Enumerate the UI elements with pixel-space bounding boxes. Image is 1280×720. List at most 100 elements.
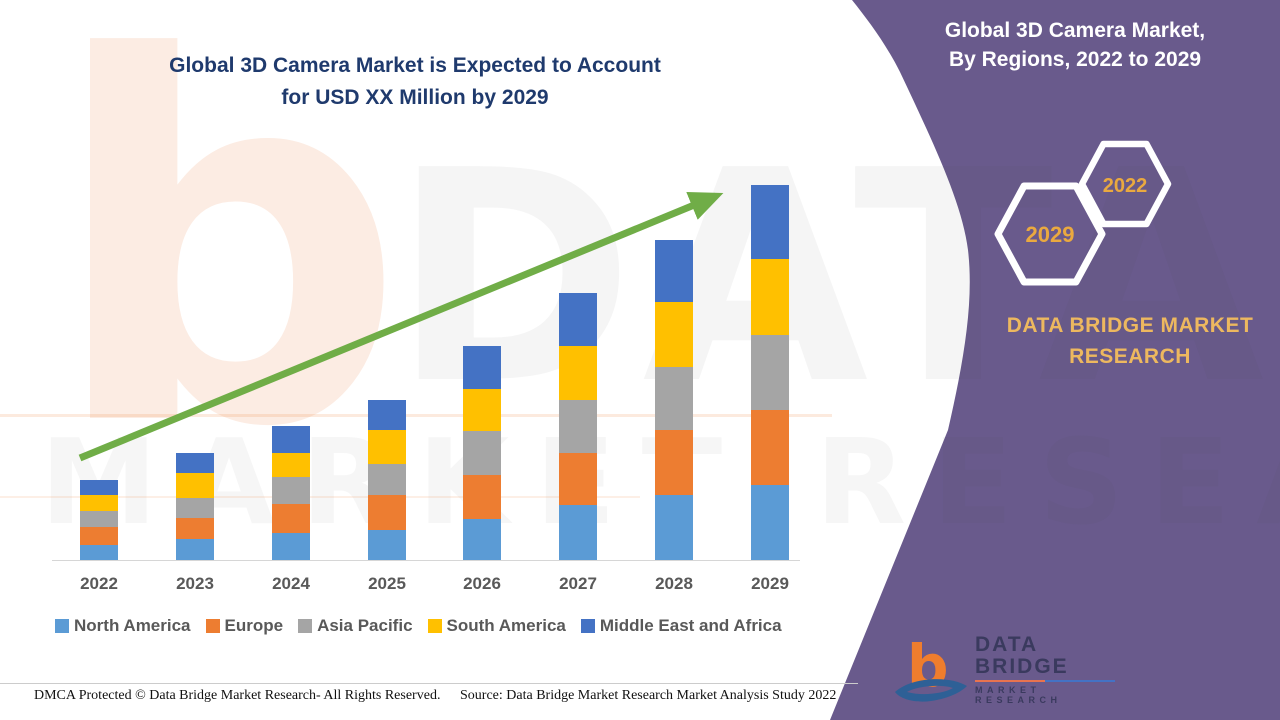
segment-south-america-2027 [559, 346, 597, 400]
page-title-line2: for USD XX Million by 2029 [281, 86, 549, 109]
segment-middle-east-and-africa-2022 [80, 480, 118, 495]
hexagon-2022 [1078, 140, 1172, 228]
segment-south-america-2029 [751, 259, 789, 335]
segment-south-america-2024 [272, 453, 310, 477]
segment-north-america-2025 [368, 530, 406, 560]
x-axis-labels: 2022 2023 2024 2025 2026 2027 2028 2029 [0, 574, 860, 598]
company-logo: b DATA BRIDGE MARKET RESEARCH [893, 632, 1123, 707]
legend-item-europe: Europe [205, 616, 284, 636]
segment-asia-pacific-2027 [559, 400, 597, 453]
segment-north-america-2027 [559, 505, 597, 560]
bar-2029 [751, 185, 789, 560]
segment-south-america-2028 [655, 302, 693, 367]
bar-2024 [272, 426, 310, 560]
panel-title-line1: Global 3D Camera Market, [944, 19, 1206, 42]
legend-item-middle-east-and-africa: Middle East and Africa [580, 616, 782, 636]
bar-2028 [655, 240, 693, 560]
logo-text-top: DATA BRIDGE [975, 633, 1069, 678]
segment-north-america-2024 [272, 533, 310, 560]
legend-label-asia-pacific: Asia Pacific [317, 616, 413, 635]
panel-title: Global 3D Camera Market, By Regions, 202… [900, 16, 1250, 74]
brand-name-line1: DATA BRIDGE MARKET [1006, 314, 1254, 337]
legend-swatch-asia-pacific [298, 619, 313, 633]
logo-text-bottom: MARKET RESEARCH [975, 685, 1062, 705]
segment-asia-pacific-2022 [80, 511, 118, 527]
plot-area: 2022 2023 2024 2025 2026 2027 2028 2029 [0, 185, 860, 598]
x-axis-label-2022: 2022 [80, 574, 118, 593]
hexagon-2029 [994, 182, 1106, 286]
segment-middle-east-and-africa-2029 [751, 185, 789, 259]
segment-north-america-2023 [176, 539, 214, 560]
segment-south-america-2023 [176, 473, 214, 498]
chart-legend: North America Europe Asia Pacific South Ame… [55, 616, 845, 636]
segment-europe-2022 [80, 527, 118, 545]
bar-2026 [463, 346, 501, 560]
segment-europe-2028 [655, 430, 693, 495]
legend-swatch-north-america [55, 619, 69, 633]
segment-europe-2026 [463, 475, 501, 519]
footer-source-text: Source: Data Bridge Market Research Mark… [460, 688, 837, 703]
brand-name-line2: RESEARCH [1069, 345, 1191, 368]
page-title: Global 3D Camera Market is Expected to A… [95, 50, 735, 114]
legend-swatch-south-america [427, 619, 442, 633]
segment-north-america-2029 [751, 485, 789, 560]
brand-name-gold: DATA BRIDGE MARKET RESEARCH [985, 310, 1275, 372]
legend-label-north-america: North America [74, 616, 191, 635]
footer-divider [0, 683, 858, 684]
bar-2022 [80, 480, 118, 560]
page-title-line1: Global 3D Camera Market is Expected to A… [169, 54, 661, 77]
segment-north-america-2022 [80, 545, 118, 560]
bar-2023 [176, 453, 214, 560]
segment-europe-2027 [559, 453, 597, 505]
bar-2025 [368, 400, 406, 560]
panel-title-line2: By Regions, 2022 to 2029 [948, 48, 1202, 71]
x-axis-line [52, 560, 800, 561]
segment-europe-2025 [368, 495, 406, 530]
segment-asia-pacific-2029 [751, 335, 789, 410]
segment-middle-east-and-africa-2028 [655, 240, 693, 302]
logo-text: DATA BRIDGE MARKET RESEARCH [975, 634, 1123, 705]
segment-north-america-2026 [463, 519, 501, 560]
segment-asia-pacific-2026 [463, 431, 501, 475]
year-hexagons: 2029 2022 [994, 140, 1172, 286]
segment-europe-2029 [751, 410, 789, 485]
legend-swatch-middle-east-and-africa [580, 619, 595, 633]
x-axis-label-2029: 2029 [751, 574, 789, 593]
segment-middle-east-and-africa-2025 [368, 400, 406, 430]
segment-middle-east-and-africa-2027 [559, 293, 597, 346]
segment-asia-pacific-2024 [272, 477, 310, 504]
svg-text:b: b [907, 634, 949, 700]
legend-item-north-america: North America [55, 616, 191, 636]
segment-asia-pacific-2023 [176, 498, 214, 518]
x-axis-label-2027: 2027 [559, 574, 597, 593]
segment-europe-2023 [176, 518, 214, 539]
x-axis-label-2024: 2024 [272, 574, 310, 593]
x-axis-label-2026: 2026 [463, 574, 501, 593]
segment-middle-east-and-africa-2024 [272, 426, 310, 453]
segment-middle-east-and-africa-2023 [176, 453, 214, 473]
segment-south-america-2022 [80, 495, 118, 511]
segment-north-america-2028 [655, 495, 693, 560]
bar-2027 [559, 293, 597, 560]
legend-swatch-europe [205, 619, 220, 633]
segment-middle-east-and-africa-2026 [463, 346, 501, 389]
legend-label-europe: Europe [224, 616, 284, 635]
segment-south-america-2026 [463, 389, 501, 431]
logo-divider [975, 680, 1115, 682]
segment-south-america-2025 [368, 430, 406, 464]
legend-item-asia-pacific: Asia Pacific [298, 616, 413, 636]
logo-b-icon: b [893, 632, 971, 706]
legend-label-south-america: South America [446, 616, 566, 635]
hexagon-2022-label: 2022 [1103, 175, 1148, 197]
x-axis-label-2023: 2023 [176, 574, 214, 593]
segment-europe-2024 [272, 504, 310, 533]
x-axis-label-2028: 2028 [655, 574, 693, 593]
x-axis-label-2025: 2025 [368, 574, 406, 593]
legend-item-south-america: South America [427, 616, 566, 636]
segment-asia-pacific-2028 [655, 367, 693, 430]
legend-label-middle-east-and-africa: Middle East and Africa [599, 616, 782, 635]
footer-dmca-text: DMCA Protected © Data Bridge Market Rese… [34, 688, 441, 703]
segment-asia-pacific-2025 [368, 464, 406, 495]
hexagon-2029-label: 2029 [1026, 222, 1075, 247]
